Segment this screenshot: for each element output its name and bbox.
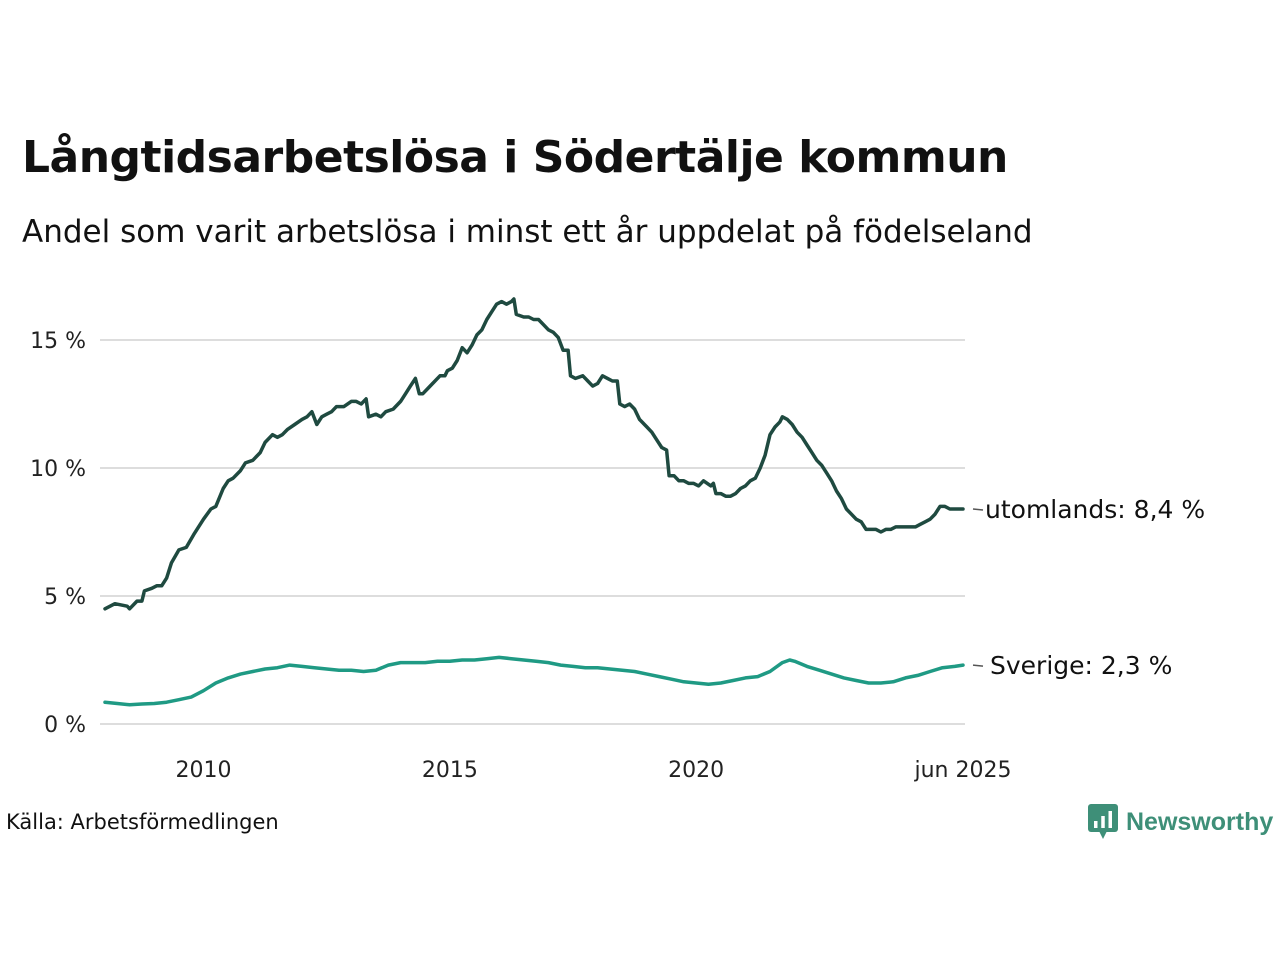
brand-logo: Newsworthy: [1088, 804, 1273, 840]
brand-name: Newsworthy: [1126, 807, 1274, 836]
series-line-sverige: [103, 655, 965, 707]
chart-subtitle: Andel som varit arbetslösa i minst ett å…: [22, 214, 1033, 250]
x-tick-label: 2010: [176, 758, 232, 783]
chart-title: Långtidsarbetslösa i Södertälje kommun: [22, 132, 1008, 183]
chart-bubble-icon: [1088, 804, 1118, 839]
series-label-utomlands: utomlands: 8,4 %: [985, 495, 1205, 524]
series-label-leader: [972, 664, 984, 667]
x-tick-label: jun 2025: [914, 758, 1012, 783]
y-tick-label: 5 %: [44, 585, 86, 610]
grid-lines: [100, 339, 965, 725]
series-line-utomlands: [103, 297, 965, 611]
y-tick-label: 10 %: [30, 457, 86, 482]
y-axis-ticks: 0 % 5 % 10 % 15 %: [30, 329, 86, 738]
source-note: Källa: Arbetsförmedlingen: [6, 810, 279, 834]
series-labels: utomlands: 8,4 % Sverige: 2,3 %: [972, 495, 1205, 680]
series-lines: [103, 297, 965, 707]
y-tick-label: 15 %: [30, 329, 86, 354]
x-tick-label: 2015: [422, 758, 478, 783]
y-tick-label: 0 %: [44, 713, 86, 738]
series-label-leader: [972, 508, 984, 511]
x-axis-ticks: 2010 2015 2020 jun 2025: [176, 758, 1012, 783]
x-tick-label: 2020: [668, 758, 724, 783]
series-label-sverige: Sverige: 2,3 %: [990, 651, 1172, 680]
